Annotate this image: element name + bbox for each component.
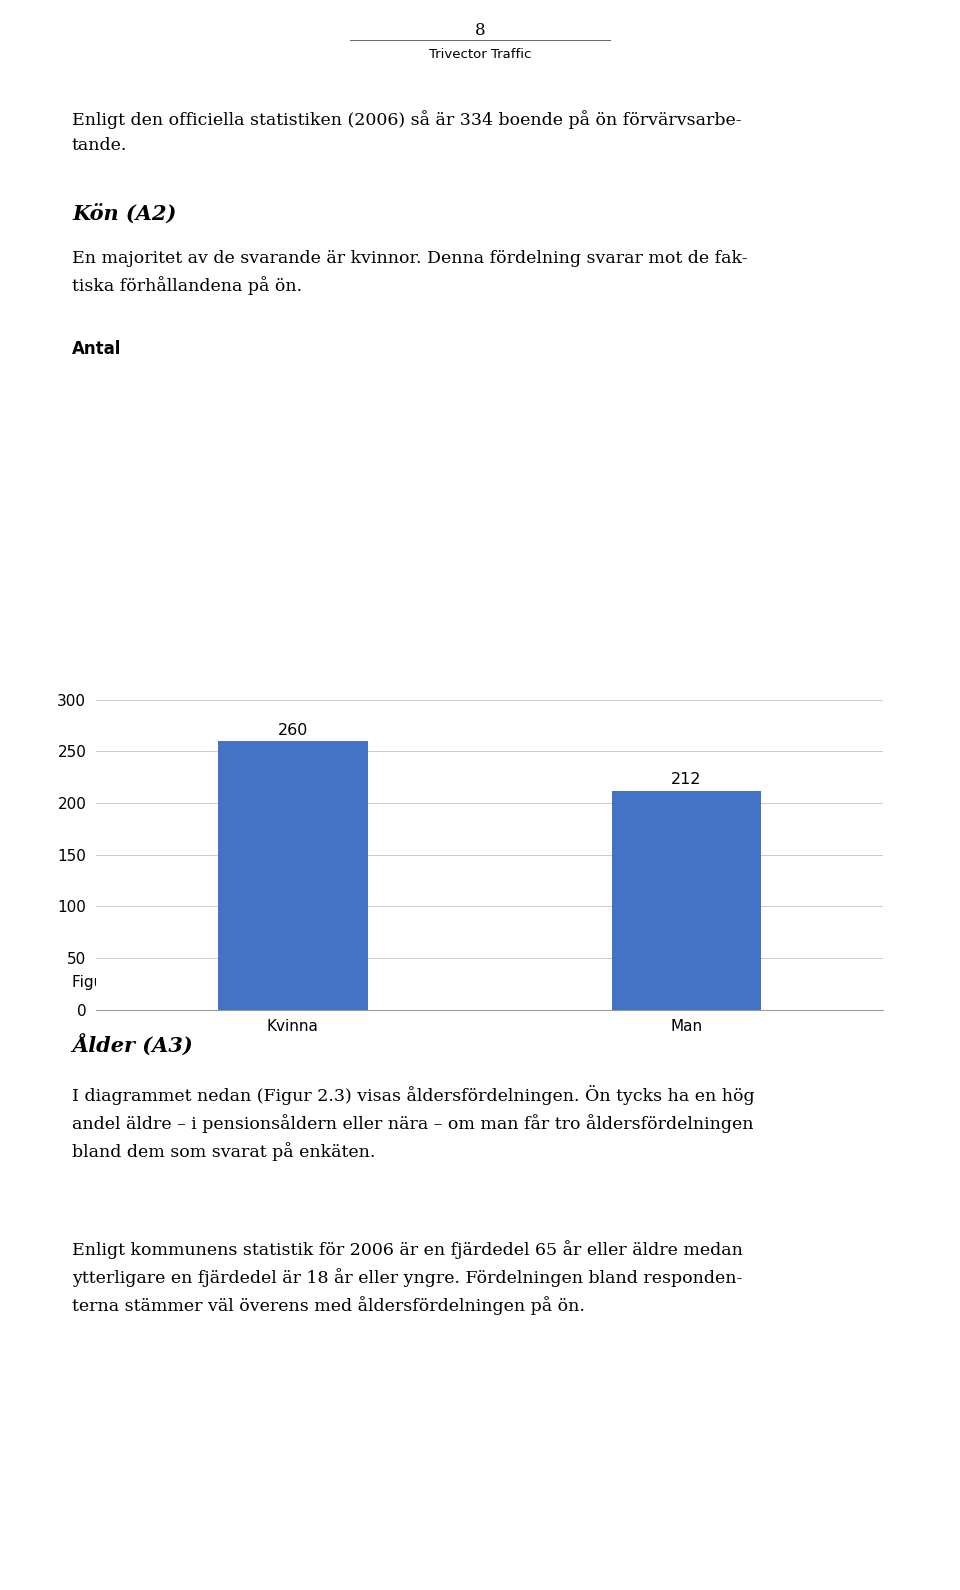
Text: 8: 8 [474,22,486,40]
Text: Antal: Antal [72,340,121,358]
Text: 260: 260 [277,723,308,738]
Text: Trivector Traffic: Trivector Traffic [429,48,531,60]
Text: Enligt kommunens statistik för 2006 är en fjärdedel 65 år eller äldre medan
ytte: Enligt kommunens statistik för 2006 är e… [72,1240,743,1315]
Text: 212: 212 [671,773,702,787]
Bar [218,741,368,1010]
Text: I diagrammet nedan (Figur 2.3) visas åldersfördelningen. Ön tycks ha en hög
ande: I diagrammet nedan (Figur 2.3) visas åld… [72,1084,755,1161]
Text: Enligt den officiella statistiken (2006) så är 334 boende på ön förvärvsarbe-
ta: Enligt den officiella statistiken (2006)… [72,110,742,154]
Text: En majoritet av de svarande är kvinnor. Denna fördelning svarar mot de fak-
tisk: En majoritet av de svarande är kvinnor. … [72,250,748,294]
Bar [612,790,761,1010]
Text: Figur 2.2: Figur 2.2 [72,975,138,991]
Text: Respondenternas kön. Totalt 472 giltiga svar av 474 inkomna enkäter.: Respondenternas kön. Totalt 472 giltiga … [185,975,721,991]
Text: Kön (A2): Kön (A2) [72,205,177,226]
Text: Ålder (A3): Ålder (A3) [72,1035,193,1057]
